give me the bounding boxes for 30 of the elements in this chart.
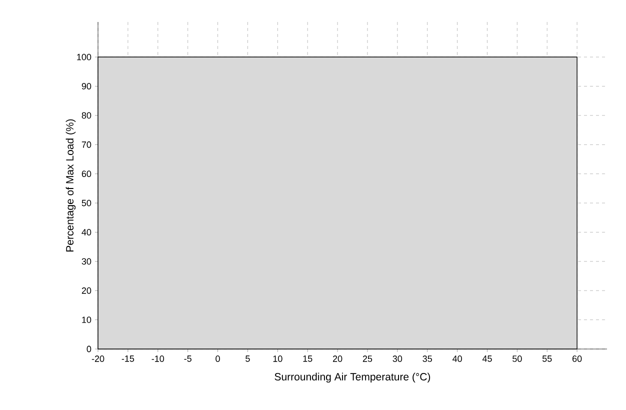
x-tick-label: 20 — [332, 356, 342, 362]
x-tick-label: 0 — [216, 356, 220, 362]
x-tick-label: 25 — [362, 356, 372, 362]
y-tick-label: 0 — [86, 346, 92, 352]
y-tick-label: 80 — [82, 112, 92, 119]
y-tick-label: 50 — [82, 200, 92, 206]
x-tick-label: 60 — [572, 356, 582, 362]
y-tick-label: 70 — [82, 141, 92, 148]
x-tick-label: -20 — [92, 356, 104, 362]
x-tick-label: -10 — [152, 356, 164, 362]
x-axis-title: Surrounding Air Temperature (°C) — [274, 372, 430, 383]
x-tick-label: -15 — [122, 356, 134, 362]
y-tick-label: 100 — [77, 54, 92, 60]
y-tick-label: 40 — [82, 229, 92, 236]
x-tick-label: 10 — [273, 356, 282, 362]
x-tick-label: 15 — [303, 356, 312, 362]
x-tick-label: 5 — [246, 356, 250, 362]
x-tick-label: 35 — [422, 356, 432, 362]
y-tick-label: 20 — [82, 287, 92, 294]
x-tick-label: 45 — [482, 356, 492, 362]
y-axis-title: Percentage of Max Load (%) — [66, 119, 76, 252]
x-tick-label: 50 — [512, 356, 522, 362]
y-tick-label: 60 — [82, 170, 92, 178]
x-tick-label: 40 — [452, 356, 462, 362]
y-tick-label: 10 — [82, 316, 92, 323]
x-tick-label: 55 — [542, 356, 552, 362]
x-tick-label: -5 — [184, 356, 192, 362]
y-tick-label: 90 — [82, 83, 92, 90]
x-tick-label: 30 — [392, 356, 402, 362]
y-tick-label: 30 — [82, 258, 92, 265]
